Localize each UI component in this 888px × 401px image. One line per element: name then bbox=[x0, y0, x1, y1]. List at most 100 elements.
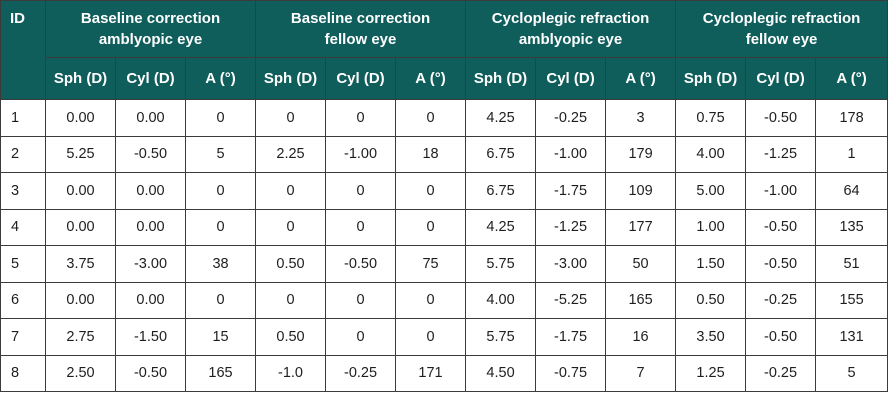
table-header: ID Baseline correction amblyopic eye Bas… bbox=[0, 0, 888, 100]
group-header-cycloplegic-fellow: Cycloplegic refraction fellow eye bbox=[675, 0, 888, 58]
table-cell: 0 bbox=[325, 172, 397, 210]
sph-column-header: Sph (D) bbox=[45, 57, 116, 100]
table-cell: 2.25 bbox=[255, 135, 327, 173]
table-cell: 3.75 bbox=[45, 245, 116, 283]
table-cell: -1.25 bbox=[535, 208, 607, 246]
table-cell: 5 bbox=[815, 354, 888, 392]
table-cell: 0.00 bbox=[45, 208, 116, 246]
table-cell: 0 bbox=[184, 172, 257, 210]
table-cell: 0 bbox=[325, 281, 397, 319]
table-cell: 131 bbox=[815, 318, 888, 356]
axis-column-header: A (°) bbox=[395, 57, 467, 100]
table-cell: -1.0 bbox=[255, 354, 327, 392]
sph-column-header: Sph (D) bbox=[675, 57, 747, 100]
group-header-line2: amblyopic eye bbox=[98, 31, 203, 48]
table-cell: 5.75 bbox=[465, 318, 537, 356]
row-id-cell: 8 bbox=[0, 354, 46, 392]
table-cell: -0.25 bbox=[325, 354, 397, 392]
table-cell: 7 bbox=[605, 354, 677, 392]
table-cell: 165 bbox=[184, 354, 257, 392]
table-cell: 0.75 bbox=[675, 99, 747, 137]
table-cell: 0 bbox=[184, 208, 257, 246]
table-cell: -3.00 bbox=[115, 245, 186, 283]
table-row: 2 5.25 -0.50 5 2.25 -1.00 18 6.75 -1.00 179 4.00 -1… bbox=[0, 135, 888, 173]
table-cell: 4.00 bbox=[465, 281, 537, 319]
table-cell: 0 bbox=[325, 208, 397, 246]
row-id-cell: 5 bbox=[0, 245, 46, 283]
table-cell: 4.50 bbox=[465, 354, 537, 392]
table-cell: -0.25 bbox=[535, 99, 607, 137]
subheader-row: Sph (D) Cyl (D) A (°) Sph (D) Cyl (D) A … bbox=[1, 57, 888, 100]
table-cell: 0.00 bbox=[115, 208, 186, 246]
group-header-line1: Cycloplegic refraction bbox=[491, 10, 650, 27]
table-cell: 15 bbox=[184, 318, 257, 356]
table-cell: 3.50 bbox=[675, 318, 747, 356]
table-cell: 0 bbox=[184, 281, 257, 319]
row-id-cell: 7 bbox=[0, 318, 46, 356]
table-row: 5 3.75 -3.00 38 0.50 -0.50 75 5.75 -3.00 50 1.50 -0… bbox=[0, 245, 888, 283]
table-cell: 0 bbox=[325, 99, 397, 137]
table-row: 6 0.00 0.00 0 0 0 0 4.00 -5.25 165 0.50 -0.25 155 bbox=[0, 281, 888, 319]
table-cell: 5.25 bbox=[45, 135, 116, 173]
table-cell: 16 bbox=[605, 318, 677, 356]
table-cell: -0.50 bbox=[745, 99, 817, 137]
table-cell: -0.25 bbox=[745, 354, 817, 392]
table-cell: 2.75 bbox=[45, 318, 116, 356]
table-cell: 0.50 bbox=[675, 281, 747, 319]
table-cell: 135 bbox=[815, 208, 888, 246]
table-cell: 0 bbox=[395, 99, 467, 137]
table-cell: 0 bbox=[255, 208, 327, 246]
table-cell: -0.75 bbox=[535, 354, 607, 392]
cyl-column-header: Cyl (D) bbox=[535, 57, 607, 100]
table-cell: 0.00 bbox=[45, 99, 116, 137]
table-cell: 5.00 bbox=[675, 172, 747, 210]
axis-column-header: A (°) bbox=[184, 57, 257, 100]
table-cell: 0 bbox=[255, 99, 327, 137]
table-cell: -1.00 bbox=[325, 135, 397, 173]
table-cell: 0 bbox=[255, 172, 327, 210]
table-cell: 165 bbox=[605, 281, 677, 319]
table-cell: -0.50 bbox=[115, 135, 186, 173]
table-cell: 38 bbox=[184, 245, 257, 283]
group-header-line1: Baseline correction bbox=[80, 10, 221, 27]
table-cell: 179 bbox=[605, 135, 677, 173]
sph-column-header: Sph (D) bbox=[255, 57, 327, 100]
group-header-baseline-amblyopic: Baseline correction amblyopic eye bbox=[44, 0, 257, 58]
cyl-column-header: Cyl (D) bbox=[745, 57, 817, 100]
table-cell: -0.25 bbox=[745, 281, 817, 319]
table-cell: 50 bbox=[605, 245, 677, 283]
group-header-line2: amblyopic eye bbox=[518, 31, 623, 48]
table-row: 7 2.75 -1.50 15 0.50 0 0 5.75 -1.75 16 3.50 -0.50 13… bbox=[0, 318, 888, 356]
row-id-cell: 6 bbox=[0, 281, 46, 319]
table-cell: -1.00 bbox=[535, 135, 607, 173]
table-cell: -3.00 bbox=[535, 245, 607, 283]
table-body: 1 0.00 0.00 0 0 0 0 4.25 -0.25 3 0.75 -0.50 178 2 5.25… bbox=[0, 99, 888, 392]
table-row: 4 0.00 0.00 0 0 0 0 4.25 -1.25 177 1.00 -0.50 135 bbox=[0, 208, 888, 246]
group-header-row: ID Baseline correction amblyopic eye Bas… bbox=[0, 0, 888, 100]
table-cell: 5 bbox=[184, 135, 257, 173]
table-cell: 1 bbox=[815, 135, 888, 173]
id-column-header: ID bbox=[0, 0, 46, 100]
row-id-cell: 1 bbox=[0, 99, 46, 137]
table-cell: 51 bbox=[815, 245, 888, 283]
table-cell: 1.25 bbox=[675, 354, 747, 392]
cyl-column-header: Cyl (D) bbox=[115, 57, 186, 100]
table-cell: -1.75 bbox=[535, 172, 607, 210]
table-cell: -0.50 bbox=[325, 245, 397, 283]
axis-column-header: A (°) bbox=[605, 57, 677, 100]
table-cell: 177 bbox=[605, 208, 677, 246]
group-header-line1: Cycloplegic refraction bbox=[702, 10, 861, 27]
row-id-cell: 3 bbox=[0, 172, 46, 210]
table-row: 3 0.00 0.00 0 0 0 0 6.75 -1.75 109 5.00 -1.00 64 bbox=[0, 172, 888, 210]
table-cell: -1.75 bbox=[535, 318, 607, 356]
table-cell: 0 bbox=[184, 99, 257, 137]
group-header-line2: fellow eye bbox=[324, 31, 397, 48]
table-cell: -0.50 bbox=[115, 354, 186, 392]
table-cell: 0.00 bbox=[45, 281, 116, 319]
table-cell: 6.75 bbox=[465, 172, 537, 210]
table-cell: 3 bbox=[605, 99, 677, 137]
group-header-cycloplegic-amblyopic: Cycloplegic refraction amblyopic eye bbox=[465, 0, 677, 58]
table-cell: 178 bbox=[815, 99, 888, 137]
table-cell: 0 bbox=[395, 172, 467, 210]
table-cell: 0 bbox=[255, 281, 327, 319]
